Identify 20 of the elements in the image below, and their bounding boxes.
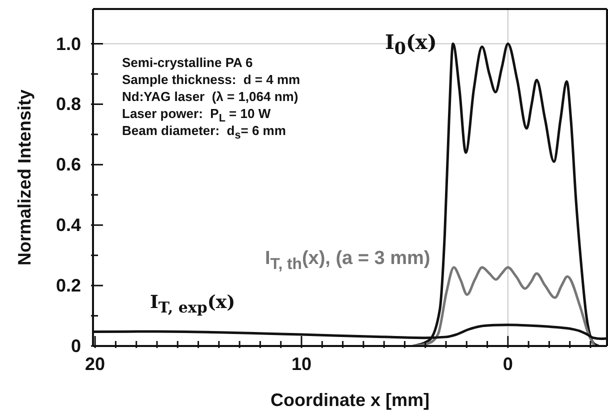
line-series (412, 266, 596, 346)
x-tick-label: 20 (85, 354, 106, 374)
y-tick-label: 0.6 (56, 154, 81, 175)
series-label: I$_{T, exp}$(x) (150, 292, 236, 317)
y-axis-title: Normalized Intensity (14, 89, 34, 266)
x-tick-label: 10 (291, 354, 312, 374)
annotation: Semi-crystalline PA 6 (122, 54, 254, 71)
y-tick-label: 0.4 (56, 215, 81, 236)
annotation: Sample thickness: d = 4 mm (122, 71, 300, 88)
annotation: Laser power: P$_{L}$ = 10 W (122, 105, 272, 125)
y-tick-label: 0.8 (56, 94, 81, 114)
x-axis-title: Coordinate x [mm] (270, 390, 430, 410)
y-tick-label: 0 (70, 336, 81, 356)
y-tick-label: 1.0 (56, 34, 81, 54)
x-tick-label: 0 (502, 354, 513, 374)
annotation: Beam diameter: d$_{s}$= 6 mm (122, 122, 287, 142)
series-label: I$_{T, th}$(x), (a = 3 mm) (265, 248, 430, 273)
series-label: I$_{0}$(x) (385, 30, 437, 58)
annotation: Nd:YAG laser (λ = 1,064 nm) (122, 88, 300, 105)
y-tick-label: 0.2 (56, 276, 81, 296)
